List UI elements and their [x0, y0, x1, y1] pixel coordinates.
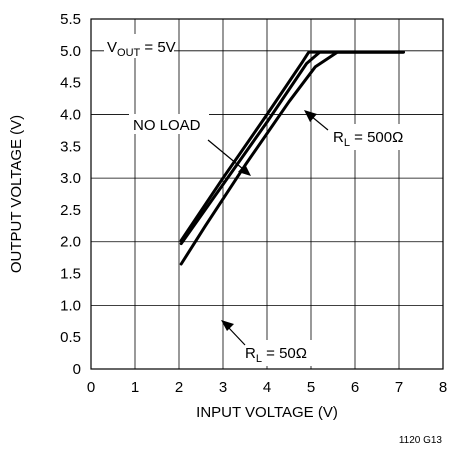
series-line-2: [179, 50, 405, 246]
no-load-arrowhead: [238, 164, 251, 176]
y-tick-label: 3.5: [60, 138, 81, 155]
y-tick-labels: 0 0.5 1.0 1.5 2.0 2.5 3.0 3.5 4.0 4.5 5.0 5.5: [60, 11, 81, 378]
y-tick-label: 1.0: [60, 297, 81, 314]
series-line-3: [179, 50, 405, 266]
rl500-label-bg: [330, 124, 416, 150]
rl500-label: RL = 500Ω: [333, 129, 403, 149]
x-tick-labels: 0 1 2 3 4 5 6 7 8: [87, 379, 447, 396]
y-tick-label: 0.5: [60, 329, 81, 346]
x-tick-label: 3: [219, 379, 227, 396]
x-tick-label: 4: [263, 379, 271, 396]
y-tick-label: 0: [73, 361, 81, 378]
x-tick-label: 6: [351, 379, 359, 396]
y-tick-label: 5.0: [60, 43, 81, 60]
series-lines: [179, 50, 405, 266]
x-tick-label: 2: [175, 379, 183, 396]
no-load-label: NO LOAD: [133, 117, 201, 134]
plot-frame: [90, 18, 444, 370]
condition-label: VOUT = 5V: [107, 39, 176, 59]
y-tick-label: 4.5: [60, 75, 81, 92]
y-tick-label: 2.0: [60, 234, 81, 251]
rl50-label-bg: [242, 340, 328, 366]
y-tick-label: 4.0: [60, 106, 81, 123]
rl500-arrow: [310, 115, 329, 131]
y-tick-label: 3.0: [60, 170, 81, 187]
rl50-arrowhead: [221, 320, 234, 331]
x-axis-title: INPUT VOLTAGE (V): [196, 404, 338, 421]
y-tick-label: 5.5: [60, 11, 81, 28]
rl50-arrow: [227, 326, 246, 346]
y-tick-label: 1.5: [60, 266, 81, 283]
no-load-arrow: [207, 139, 244, 170]
x-tick-label: 5: [307, 379, 315, 396]
condition-label-bg: [104, 34, 174, 58]
y-axis-title: OUTPUT VOLTAGE (V): [8, 115, 25, 273]
no-load-label-bg: [129, 114, 209, 134]
figure-id: 1120 G13: [399, 435, 443, 446]
rl500-arrowhead: [304, 110, 317, 122]
y-tick-label: 2.5: [60, 202, 81, 219]
rl50-label: RL = 50Ω: [245, 345, 307, 365]
grid-lines: [91, 19, 443, 369]
x-tick-label: 8: [439, 379, 447, 396]
x-tick-label: 7: [395, 379, 403, 396]
x-tick-label: 0: [87, 379, 95, 396]
x-tick-label: 1: [131, 379, 139, 396]
